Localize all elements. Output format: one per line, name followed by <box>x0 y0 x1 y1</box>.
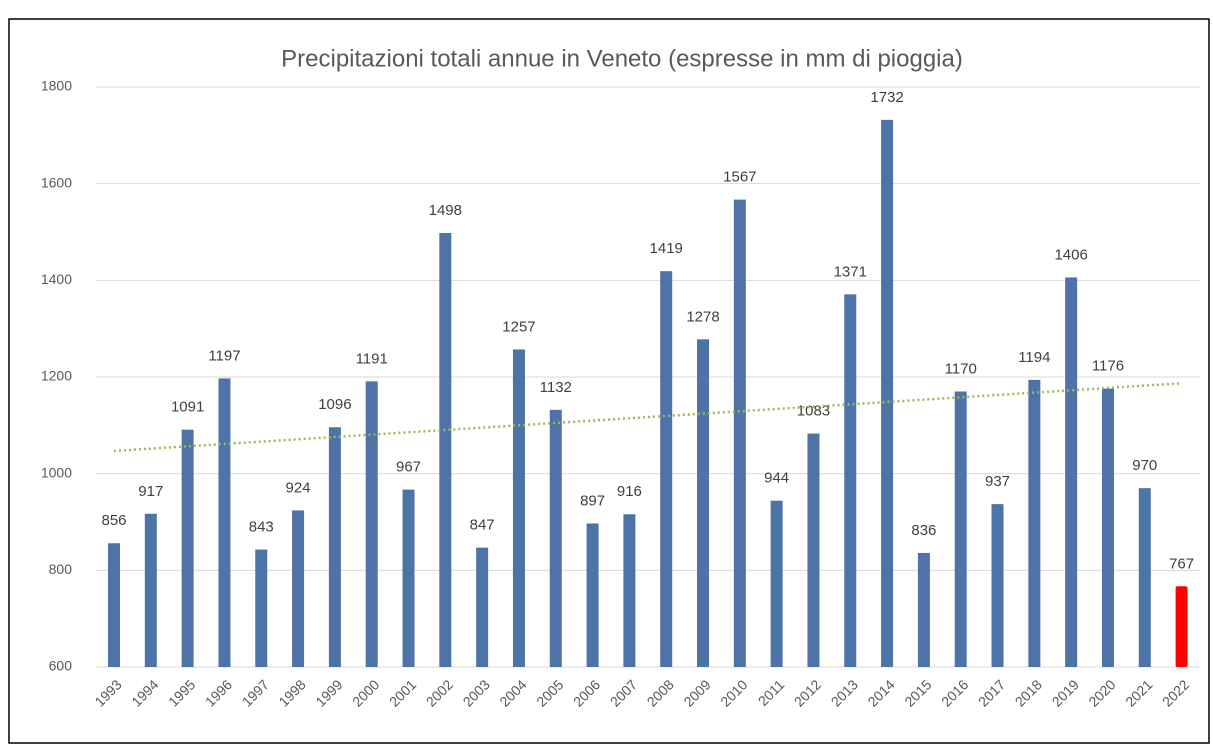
y-tick-label: 1800 <box>41 78 72 94</box>
data-label: 1132 <box>540 379 572 396</box>
bar <box>402 489 415 667</box>
bar <box>1101 388 1114 667</box>
bar <box>660 271 673 667</box>
data-label: 836 <box>911 522 936 539</box>
data-label: 1096 <box>318 396 351 413</box>
bar <box>292 510 305 667</box>
bar <box>476 547 489 667</box>
data-label: 1194 <box>1018 349 1050 366</box>
bar <box>881 119 894 667</box>
bar <box>1028 379 1041 667</box>
data-label: 970 <box>1132 457 1157 474</box>
y-tick-label: 1000 <box>41 464 72 480</box>
trendline <box>113 382 1182 453</box>
data-label: 1567 <box>723 169 756 186</box>
bar <box>844 294 857 667</box>
data-label: 1197 <box>208 347 240 364</box>
data-label: 1498 <box>429 202 462 219</box>
data-label: 847 <box>470 517 495 534</box>
data-label: 1191 <box>356 350 388 367</box>
bar <box>917 552 930 667</box>
data-label: 897 <box>580 492 605 509</box>
data-label: 1091 <box>171 399 204 416</box>
bar <box>1065 277 1078 667</box>
data-label: 944 <box>764 470 789 487</box>
y-tick-label: 1200 <box>41 368 72 384</box>
chart-frame <box>8 18 1210 744</box>
bar <box>181 429 194 667</box>
data-label: 843 <box>249 519 274 536</box>
chart-title: Precipitazioni totali annue in Veneto (e… <box>281 45 963 72</box>
data-label: 1257 <box>502 318 535 335</box>
bar <box>108 543 121 667</box>
data-label: 924 <box>286 479 311 496</box>
data-label: 1419 <box>650 240 683 257</box>
bar <box>144 513 157 667</box>
bar <box>439 232 452 667</box>
data-label: 1371 <box>834 263 867 280</box>
bar <box>586 523 599 667</box>
y-tick-label: 600 <box>49 658 73 674</box>
data-label: 767 <box>1169 555 1194 572</box>
bar <box>1175 586 1188 667</box>
bar <box>1138 488 1151 667</box>
y-tick-label: 1600 <box>41 174 72 190</box>
data-label: 1176 <box>1092 358 1124 375</box>
bar <box>991 504 1004 667</box>
bar <box>733 199 746 667</box>
data-label: 937 <box>985 473 1010 490</box>
bar <box>549 409 562 667</box>
bar <box>512 349 525 667</box>
bar <box>697 339 710 667</box>
data-label: 1083 <box>797 403 830 420</box>
y-tick-label: 1400 <box>41 271 72 287</box>
bar <box>218 378 231 667</box>
data-label: 1406 <box>1054 246 1087 263</box>
bar <box>770 500 783 667</box>
bar <box>623 514 636 667</box>
data-label: 1278 <box>686 308 719 325</box>
bar <box>365 381 378 667</box>
data-label: 1732 <box>870 89 903 106</box>
data-label: 1170 <box>945 360 977 377</box>
bar <box>954 391 967 667</box>
data-label: 856 <box>101 512 126 529</box>
bar <box>807 433 820 667</box>
y-tick-label: 800 <box>49 561 73 577</box>
data-label: 967 <box>396 459 421 476</box>
data-label: 917 <box>138 483 163 500</box>
bar <box>328 427 341 667</box>
data-label: 916 <box>617 483 642 500</box>
bar <box>255 549 268 667</box>
